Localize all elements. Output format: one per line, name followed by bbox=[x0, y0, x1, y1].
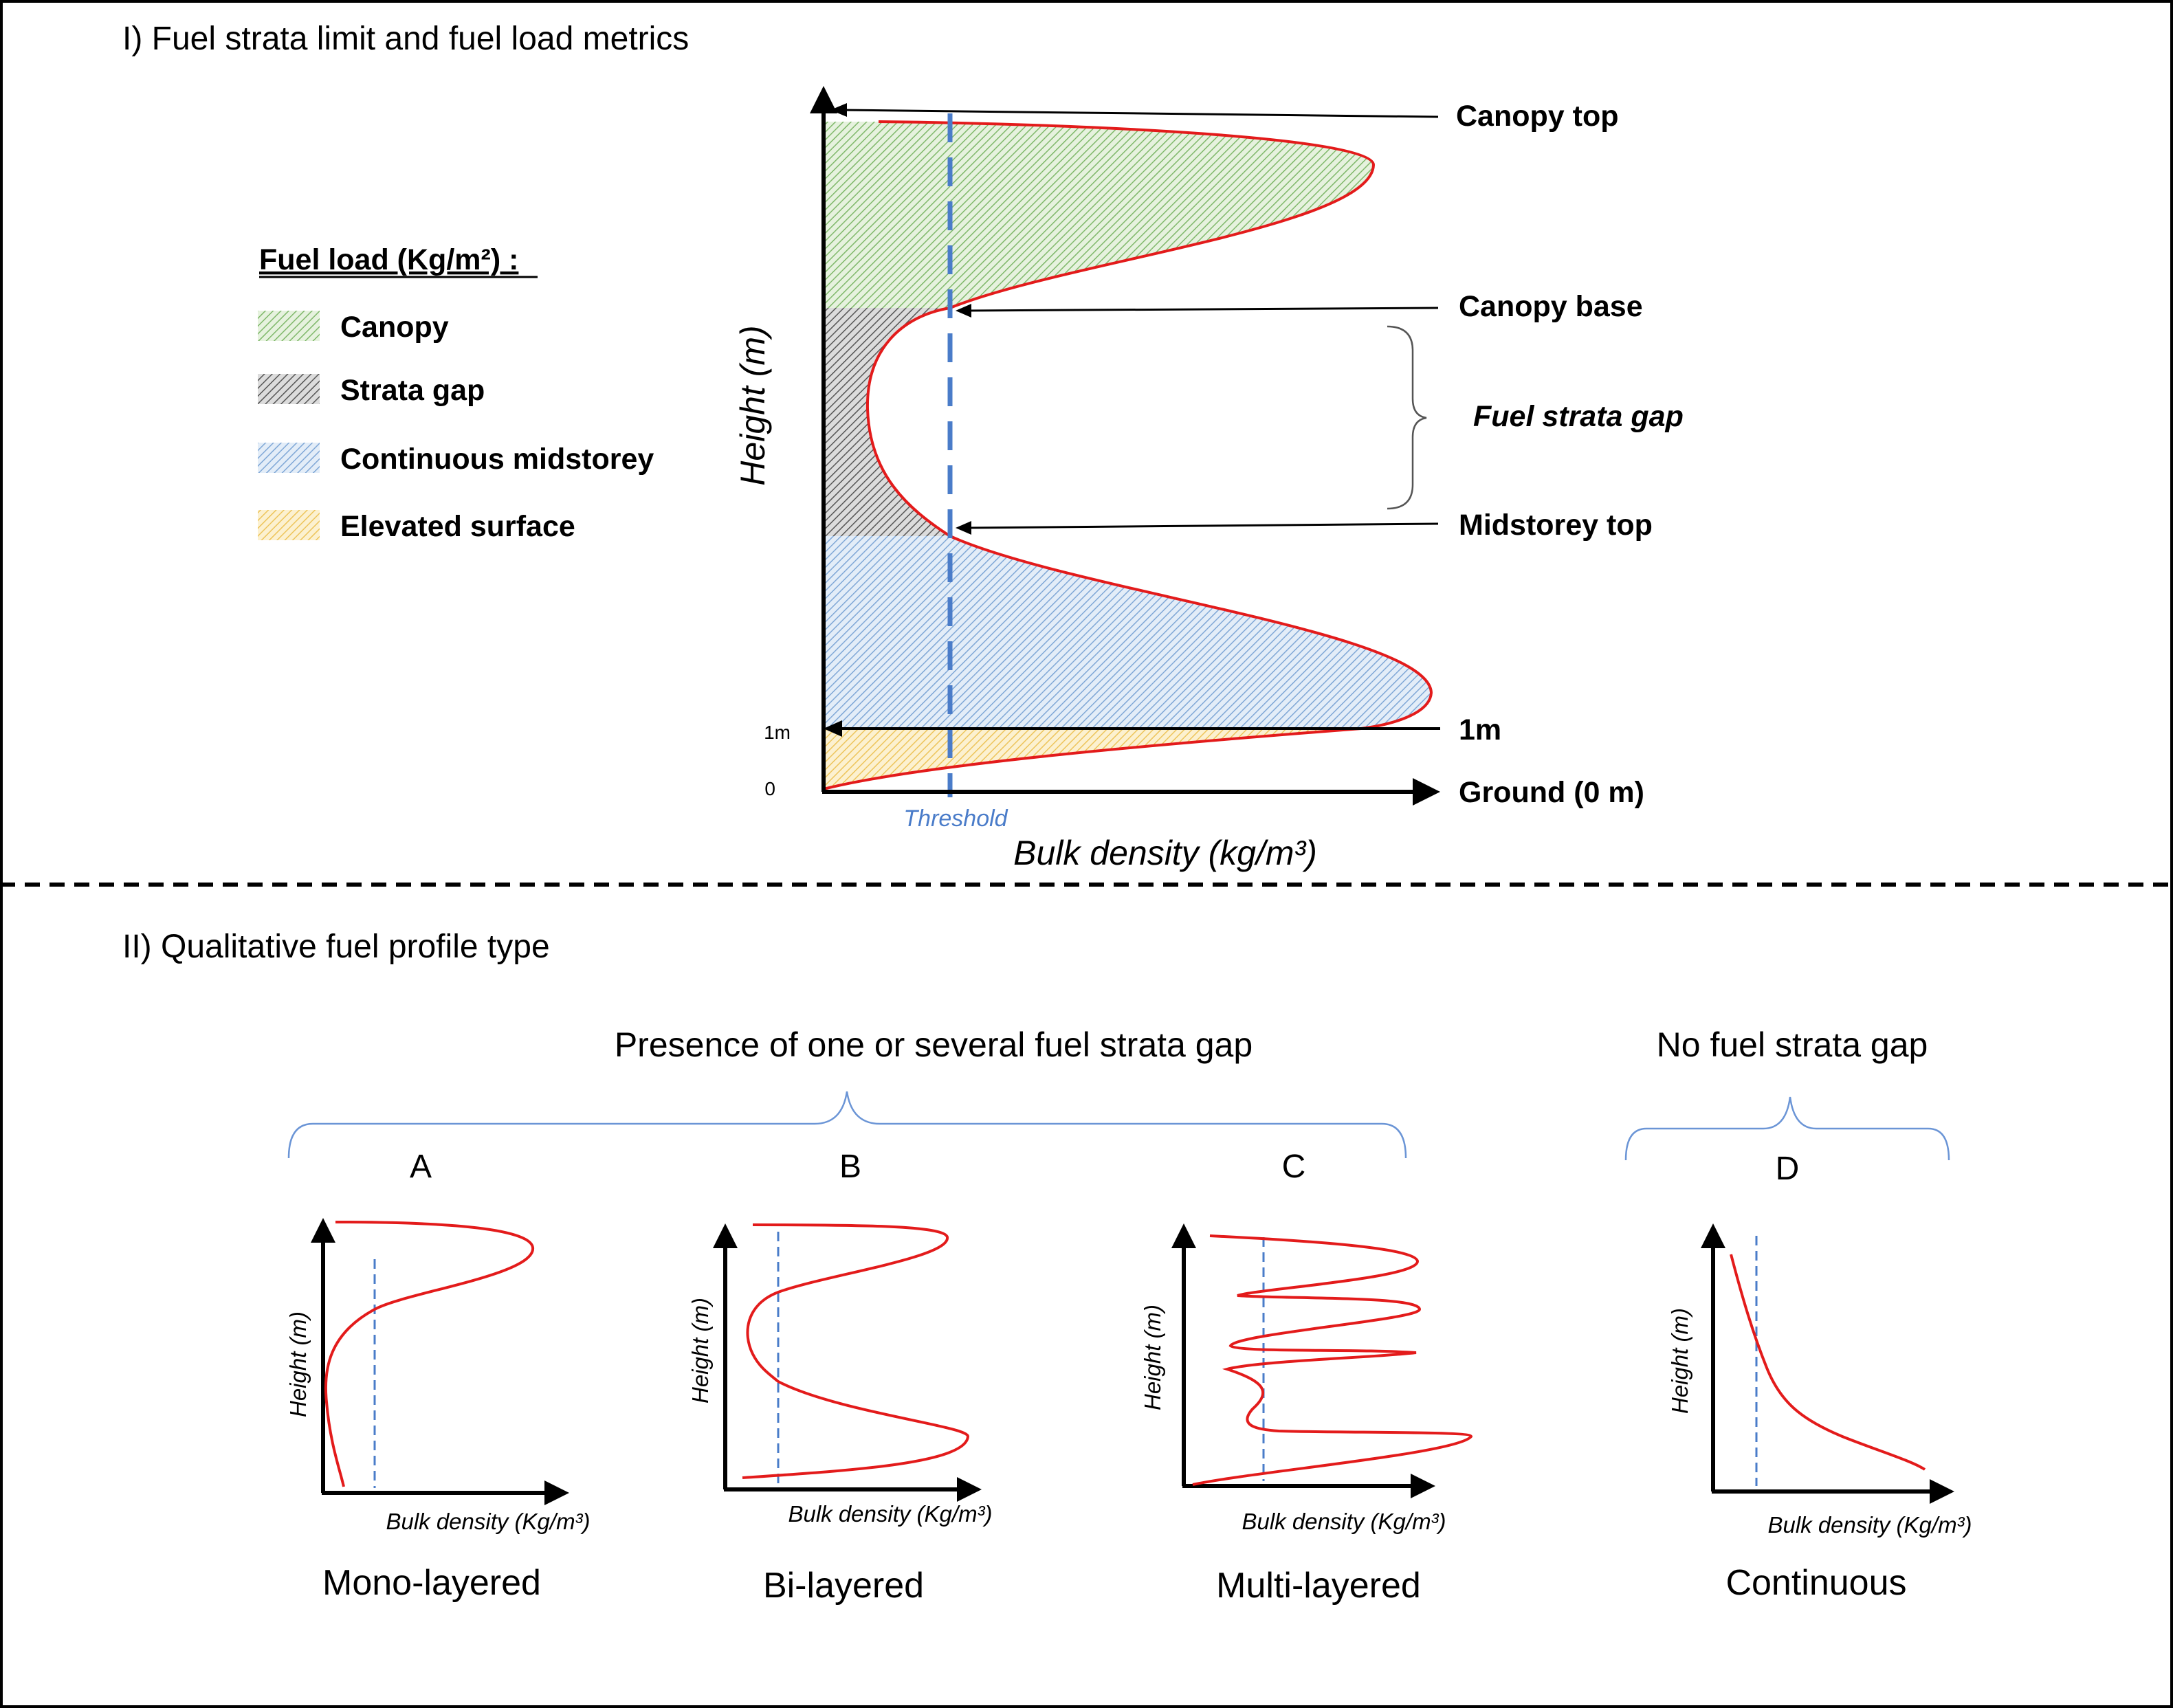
region-canopy bbox=[824, 122, 1374, 308]
profile-c-curve bbox=[1192, 1234, 1473, 1486]
profile-b-curve bbox=[742, 1223, 969, 1479]
profile-a-letter: A bbox=[410, 1149, 432, 1185]
legend-swatch-canopy bbox=[258, 311, 320, 341]
label-canopy-top: Canopy top bbox=[1456, 100, 1618, 133]
legend-label-strata-gap: Strata gap bbox=[340, 374, 485, 407]
profile-c-y-arrowhead bbox=[1171, 1223, 1196, 1248]
profile-b: B Height (m) Bulk density (Kg/m³) Bi-lay… bbox=[687, 1149, 993, 1606]
label-canopy-base: Canopy base bbox=[1459, 290, 1643, 323]
label-midstorey-top: Midstorey top bbox=[1459, 509, 1653, 542]
canopy-top-arrowhead bbox=[830, 103, 847, 117]
canopy-top-arrow bbox=[841, 109, 1439, 118]
section2-title: II) Qualitative fuel profile type bbox=[122, 929, 550, 965]
tick-0: 0 bbox=[764, 778, 775, 799]
label-fuel-strata-gap: Fuel strata gap bbox=[1473, 400, 1684, 433]
canopy-base-arrowhead bbox=[956, 304, 971, 318]
x-axis-arrowhead bbox=[1413, 778, 1440, 806]
label-1m: 1m bbox=[1459, 713, 1501, 746]
profile-a-name: Mono-layered bbox=[322, 1563, 541, 1603]
x-axis-label: Bulk density (kg/m³) bbox=[1013, 834, 1317, 872]
profile-c-letter: C bbox=[1282, 1149, 1306, 1185]
y-axis-label: Height (m) bbox=[733, 325, 772, 485]
legend-swatch-strata-gap bbox=[258, 374, 320, 404]
profile-b-x-arrowhead bbox=[957, 1477, 982, 1502]
group-gap-label: Presence of one or several fuel strata g… bbox=[615, 1025, 1253, 1064]
legend-swatch-elevated-surface bbox=[258, 510, 320, 540]
legend-label-elevated-surface: Elevated surface bbox=[340, 510, 575, 543]
main-diagram: Threshold 1m 0 Height (m) Bulk density (… bbox=[733, 86, 1684, 872]
profile-b-name: Bi-layered bbox=[763, 1566, 924, 1606]
bulk-density-curve bbox=[823, 120, 1433, 790]
profile-d-xlabel: Bulk density (Kg/m³) bbox=[1767, 1512, 1972, 1538]
one-m-arrowhead bbox=[824, 720, 842, 737]
group-nogap-label: No fuel strata gap bbox=[1657, 1025, 1928, 1064]
section1-title: I) Fuel strata limit and fuel load metri… bbox=[122, 21, 689, 57]
profile-a: A Height (m) Bulk density (Kg/m³) Mono-l… bbox=[285, 1149, 591, 1603]
tick-1m: 1m bbox=[764, 722, 791, 743]
profile-c-ylabel: Height (m) bbox=[1140, 1305, 1165, 1410]
legend-label-canopy: Canopy bbox=[340, 311, 449, 344]
profile-a-ylabel: Height (m) bbox=[285, 1311, 311, 1417]
profile-c-name: Multi-layered bbox=[1216, 1566, 1421, 1606]
legend-label-midstorey: Continuous midstorey bbox=[340, 443, 654, 476]
profile-d-name: Continuous bbox=[1725, 1563, 1906, 1603]
profile-c-x-arrowhead bbox=[1411, 1474, 1435, 1498]
profile-b-xlabel: Bulk density (Kg/m³) bbox=[788, 1501, 992, 1527]
profile-a-xlabel: Bulk density (Kg/m³) bbox=[386, 1509, 590, 1534]
region-strata-gap bbox=[824, 308, 950, 536]
fuel-strata-gap-brace bbox=[1387, 325, 1427, 510]
region-elevated-surface bbox=[824, 729, 1361, 789]
profile-a-y-arrowhead bbox=[311, 1218, 335, 1243]
profile-a-x-arrowhead bbox=[544, 1480, 569, 1505]
profile-d-x-arrowhead bbox=[1930, 1479, 1954, 1504]
profile-a-curve bbox=[324, 1221, 535, 1487]
legend-title: Fuel load (Kg/m²) : bbox=[259, 243, 518, 276]
profile-c-xlabel: Bulk density (Kg/m³) bbox=[1242, 1509, 1446, 1534]
threshold-label: Threshold bbox=[903, 806, 1008, 832]
midstorey-top-arrowhead bbox=[956, 521, 971, 535]
label-ground: Ground (0 m) bbox=[1459, 776, 1644, 809]
group-nogap-brace bbox=[1624, 1096, 1950, 1161]
y-axis-arrowhead bbox=[810, 86, 837, 113]
profile-b-y-arrowhead bbox=[713, 1223, 738, 1248]
legend-swatch-midstorey bbox=[258, 443, 320, 473]
midstorey-top-arrow bbox=[965, 522, 1439, 529]
region-midstorey bbox=[824, 536, 1431, 729]
profile-d-ylabel: Height (m) bbox=[1667, 1308, 1692, 1414]
profile-b-letter: B bbox=[839, 1149, 861, 1185]
profile-d: D Height (m) Bulk density (Kg/m³) Contin… bbox=[1667, 1151, 1972, 1603]
profile-c: C Height (m) Bulk density (Kg/m³) Multi-… bbox=[1140, 1149, 1473, 1606]
profile-d-y-arrowhead bbox=[1701, 1223, 1725, 1248]
canopy-base-arrow bbox=[965, 307, 1439, 312]
profile-d-curve bbox=[1730, 1254, 1926, 1471]
profile-b-ylabel: Height (m) bbox=[687, 1298, 713, 1404]
legend: Fuel load (Kg/m²) : Canopy Strata gap Co… bbox=[258, 243, 654, 543]
group-gap-brace bbox=[287, 1091, 1407, 1159]
profile-d-letter: D bbox=[1776, 1151, 1800, 1187]
